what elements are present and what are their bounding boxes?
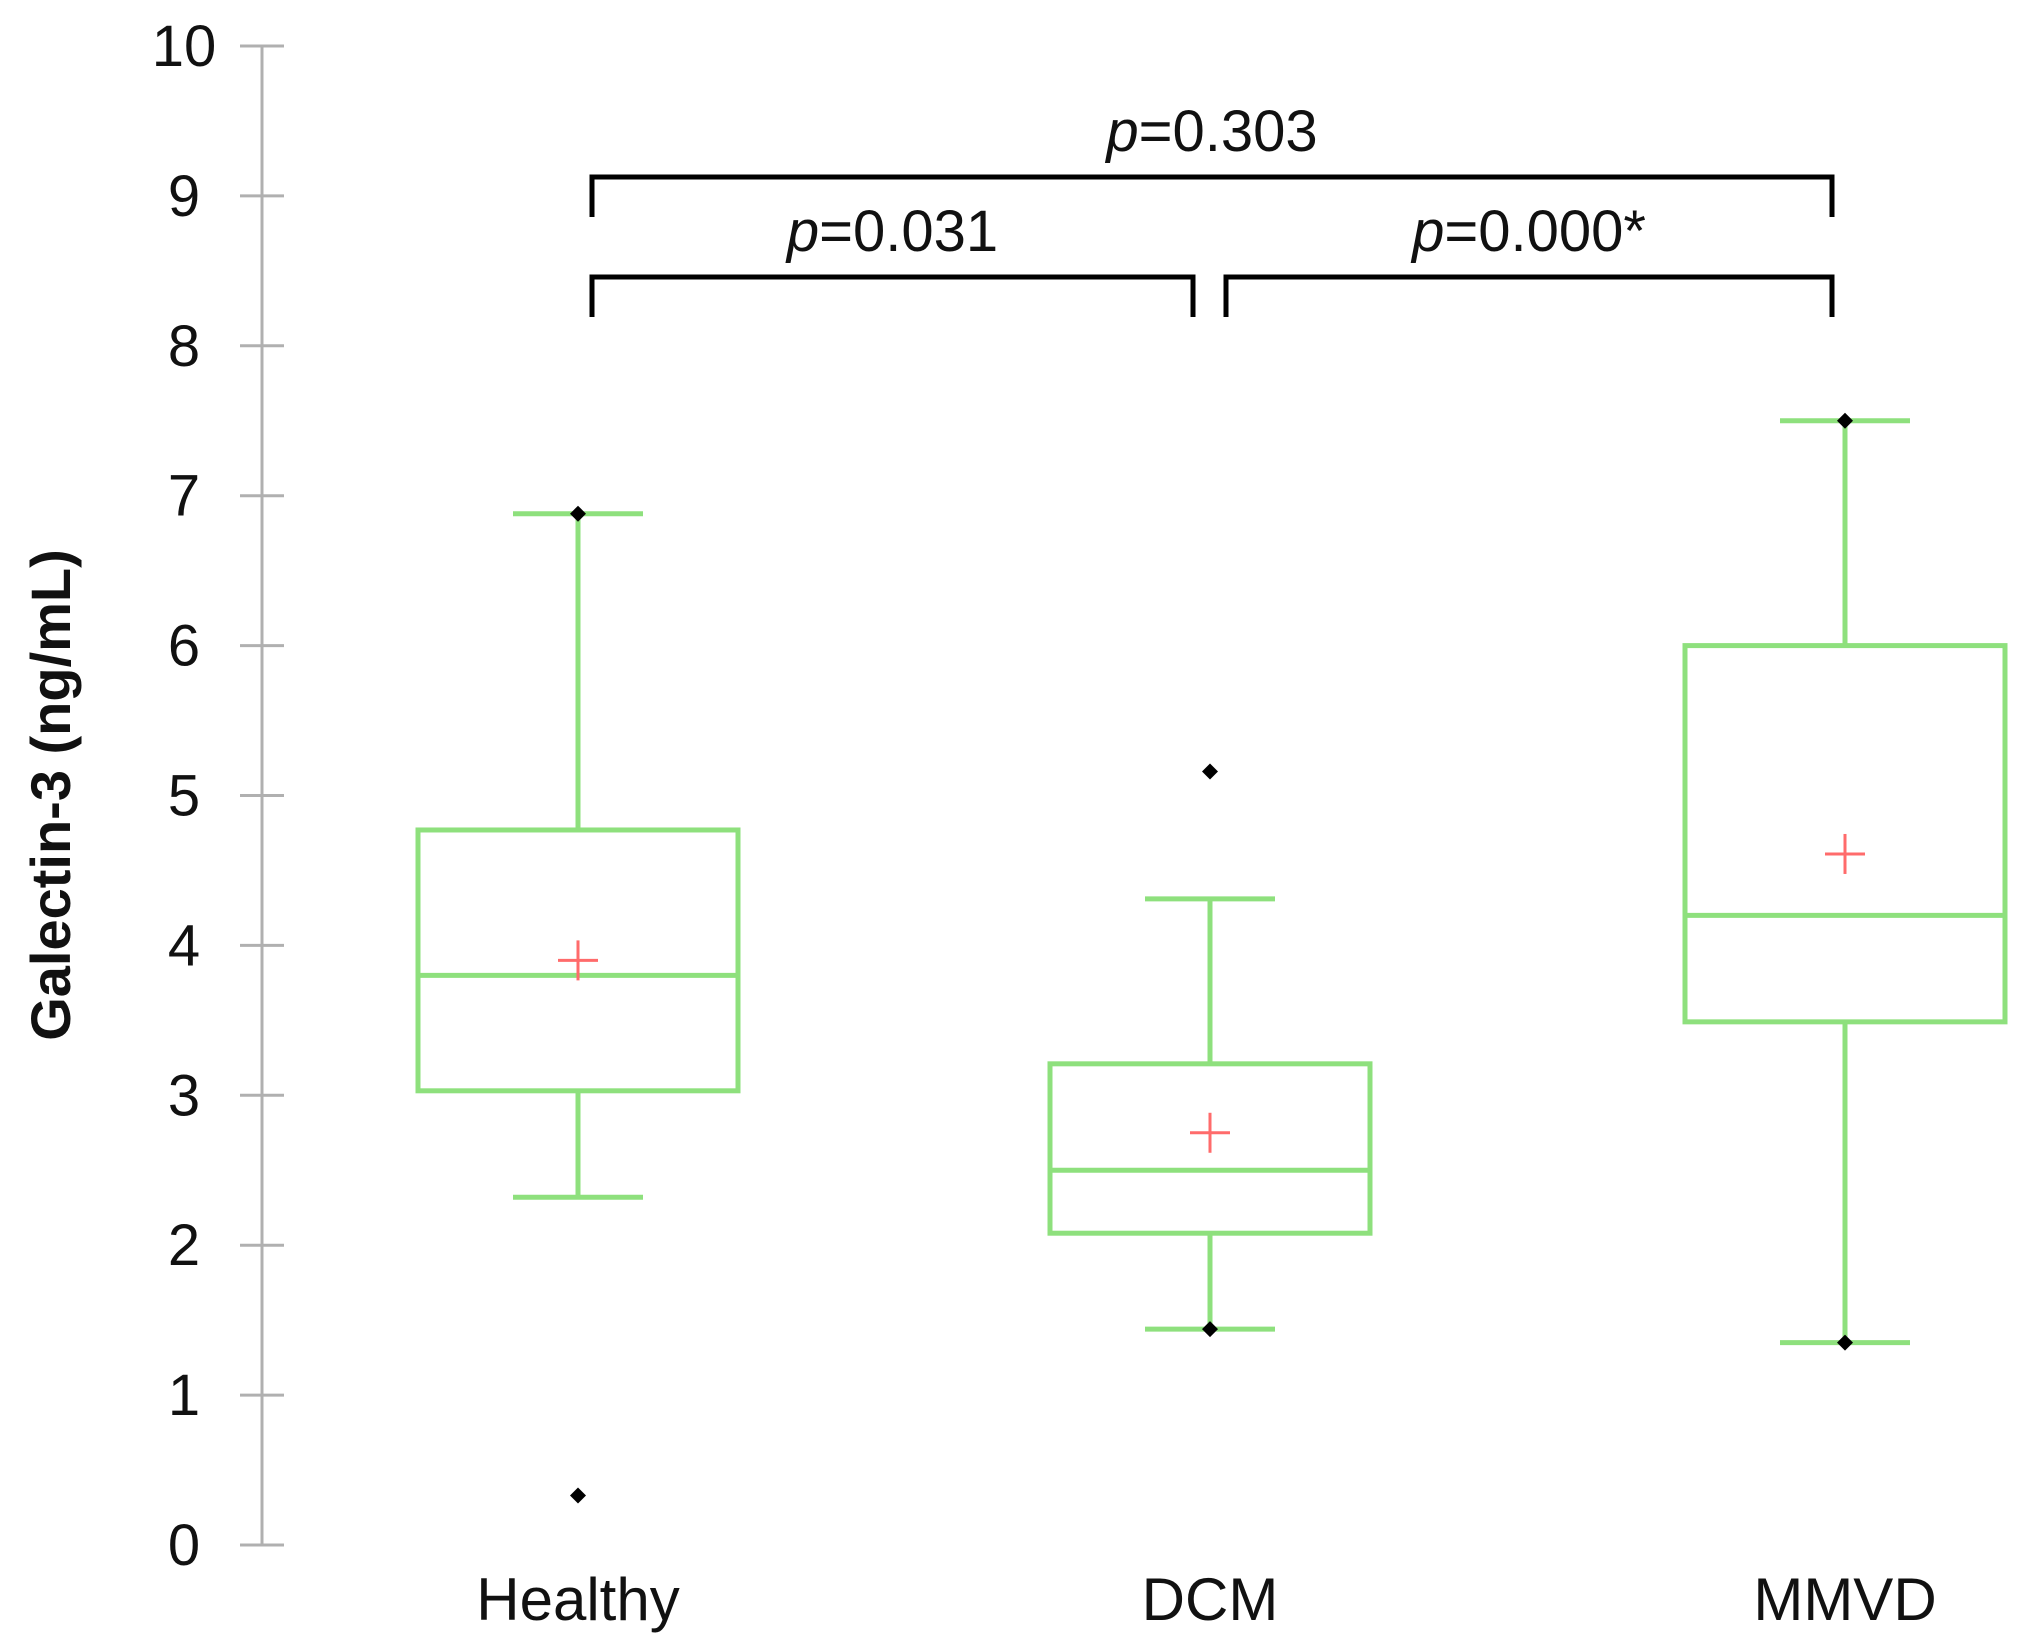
p-value-label: p=0.031 — [785, 199, 998, 264]
comparison-brackets-layer: p=0.031 p=0.000*p=0.303 — [589, 99, 1835, 317]
comparison-bracket: p=0.303 — [589, 99, 1835, 217]
y-tick-label: 7 — [168, 464, 200, 529]
x-category-label: DCM — [1142, 1566, 1279, 1633]
y-tick-label: 6 — [168, 614, 200, 679]
bracket-line — [1223, 274, 1835, 317]
y-tick-label: 0 — [168, 1513, 200, 1578]
y-tick-label: 4 — [168, 913, 200, 978]
box-group-mmvd: MMVD — [1682, 412, 2008, 1633]
data-point — [1837, 1334, 1853, 1351]
y-tick-label: 8 — [168, 314, 200, 379]
p-value-text: =0.303 — [1139, 99, 1318, 164]
comparison-bracket: p=0.031 — [589, 199, 1196, 317]
data-point — [570, 1487, 586, 1504]
p-symbol: p — [1104, 99, 1138, 164]
x-category-label: MMVD — [1753, 1566, 1936, 1633]
data-point — [1837, 412, 1853, 429]
p-symbol: p — [785, 199, 819, 264]
boxes-layer: Healthy DCM MMVD — [415, 412, 2008, 1633]
bracket-line — [589, 174, 1835, 217]
data-point — [1202, 763, 1218, 780]
p-value-label: p=0.000* — [1410, 199, 1646, 264]
p-value-label: p=0.303 — [1104, 99, 1317, 164]
iqr-box — [1682, 643, 2008, 1025]
p-symbol: p — [1410, 199, 1444, 264]
y-tick-label: 3 — [168, 1063, 200, 1128]
y-axis-layer: 0 1 2 3 4 5 6 7 8 9 10 — [152, 14, 284, 1578]
y-tick-label: 2 — [168, 1213, 200, 1278]
box-group-dcm: DCM — [1047, 763, 1373, 1633]
y-axis-title: Galectin-3 (ng/mL) — [19, 549, 82, 1041]
bracket-line — [589, 274, 1196, 317]
iqr-box — [415, 827, 741, 1094]
y-tick-label: 5 — [168, 764, 200, 829]
x-category-label: Healthy — [476, 1566, 679, 1633]
data-point — [570, 505, 586, 522]
box-group-healthy: Healthy — [415, 505, 741, 1633]
comparison-bracket: p=0.000* — [1223, 199, 1835, 317]
y-tick-label: 9 — [168, 164, 200, 229]
p-value-text: =0.000* — [1444, 199, 1646, 264]
y-tick-label: 10 — [152, 14, 217, 79]
p-value-text: =0.031 — [819, 199, 998, 264]
iqr-box — [1047, 1061, 1373, 1236]
data-point — [1202, 1321, 1218, 1338]
y-tick-label: 1 — [168, 1363, 200, 1428]
